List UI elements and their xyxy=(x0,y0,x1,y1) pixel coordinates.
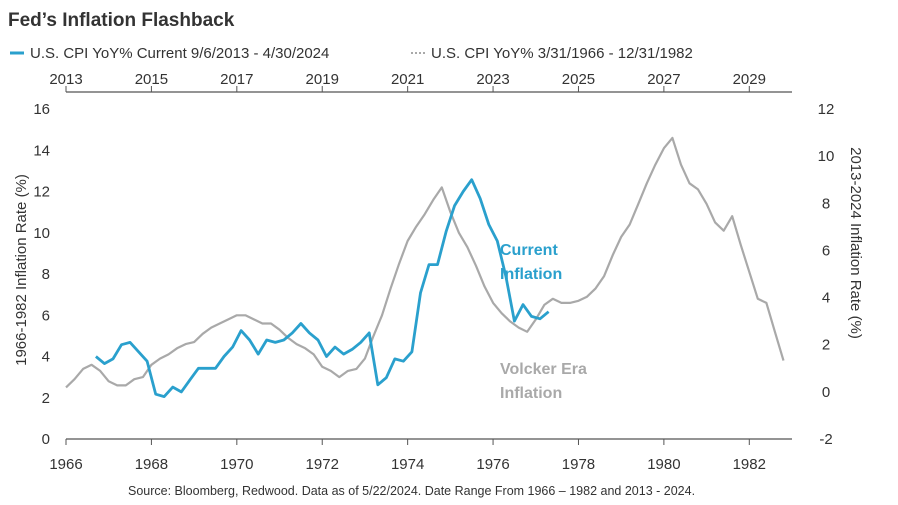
annotation-volcker-2: Inflation xyxy=(500,385,562,402)
right-tick-label: 6 xyxy=(822,242,830,259)
top-tick-label: 2017 xyxy=(220,71,253,88)
top-tick-label: 2029 xyxy=(733,71,766,88)
right-tick-label: -2 xyxy=(819,431,832,448)
top-tick-label: 2021 xyxy=(391,71,424,88)
left-tick-label: 8 xyxy=(42,266,50,283)
right-tick-label: 8 xyxy=(822,195,830,212)
top-tick-label: 2027 xyxy=(647,71,680,88)
bottom-tick-label: 1976 xyxy=(476,456,509,473)
bottom-tick-label: 1966 xyxy=(49,456,82,473)
left-tick-label: 4 xyxy=(42,349,50,366)
top-tick-label: 2019 xyxy=(306,71,339,88)
legend-label-current: U.S. CPI YoY% Current 9/6/2013 - 4/30/20… xyxy=(30,45,329,62)
annotation-current-2: Inflation xyxy=(500,266,562,283)
left-axis-ticks: 0 2 4 6 8 10 12 14 16 xyxy=(33,101,50,448)
bottom-tick-label: 1972 xyxy=(306,456,339,473)
left-tick-label: 6 xyxy=(42,307,50,324)
left-tick-label: 16 xyxy=(33,101,50,118)
left-tick-label: 14 xyxy=(33,142,50,159)
right-axis-label: 2013-2024 Inflation Rate (%) xyxy=(847,147,864,339)
left-tick-label: 10 xyxy=(33,225,50,242)
series-line-volcker xyxy=(65,136,785,389)
bottom-axis-ticks: 1966 1968 1970 1972 1974 1976 1978 1980 1982 xyxy=(49,439,766,473)
left-tick-label: 0 xyxy=(42,431,50,448)
right-tick-label: 4 xyxy=(822,290,830,307)
bottom-tick-label: 1968 xyxy=(135,456,168,473)
legend: U.S. CPI YoY% Current 9/6/2013 - 4/30/20… xyxy=(10,45,693,62)
top-tick-label: 2015 xyxy=(135,71,168,88)
annotation-volcker-1: Volcker Era xyxy=(500,361,587,378)
left-tick-label: 2 xyxy=(42,390,50,407)
top-tick-label: 2023 xyxy=(476,71,509,88)
chart-title: Fed’s Inflation Flashback xyxy=(8,10,235,31)
left-tick-label: 12 xyxy=(33,184,50,201)
left-axis-label: 1966-1982 Inflation Rate (%) xyxy=(13,174,30,366)
bottom-tick-label: 1982 xyxy=(733,456,766,473)
source-note: Source: Bloomberg, Redwood. Data as of 5… xyxy=(128,484,695,498)
right-tick-label: 0 xyxy=(822,384,830,401)
top-axis-ticks: 2013 2015 2017 2019 2021 2023 2025 2027 2029 xyxy=(49,71,766,92)
bottom-tick-label: 1970 xyxy=(220,456,253,473)
right-tick-label: 12 xyxy=(818,101,835,118)
legend-label-volcker: U.S. CPI YoY% 3/31/1966 - 12/31/1982 xyxy=(431,45,693,62)
top-tick-label: 2013 xyxy=(49,71,82,88)
series-line-current xyxy=(95,178,550,399)
annotation-current-1: Current xyxy=(500,242,558,259)
bottom-tick-label: 1974 xyxy=(391,456,424,473)
top-tick-label: 2025 xyxy=(562,71,595,88)
right-tick-label: 10 xyxy=(818,148,835,165)
right-tick-label: 2 xyxy=(822,337,830,354)
bottom-tick-label: 1978 xyxy=(562,456,595,473)
bottom-tick-label: 1980 xyxy=(647,456,680,473)
right-axis-ticks: -2 0 2 4 6 8 10 12 xyxy=(818,101,835,448)
